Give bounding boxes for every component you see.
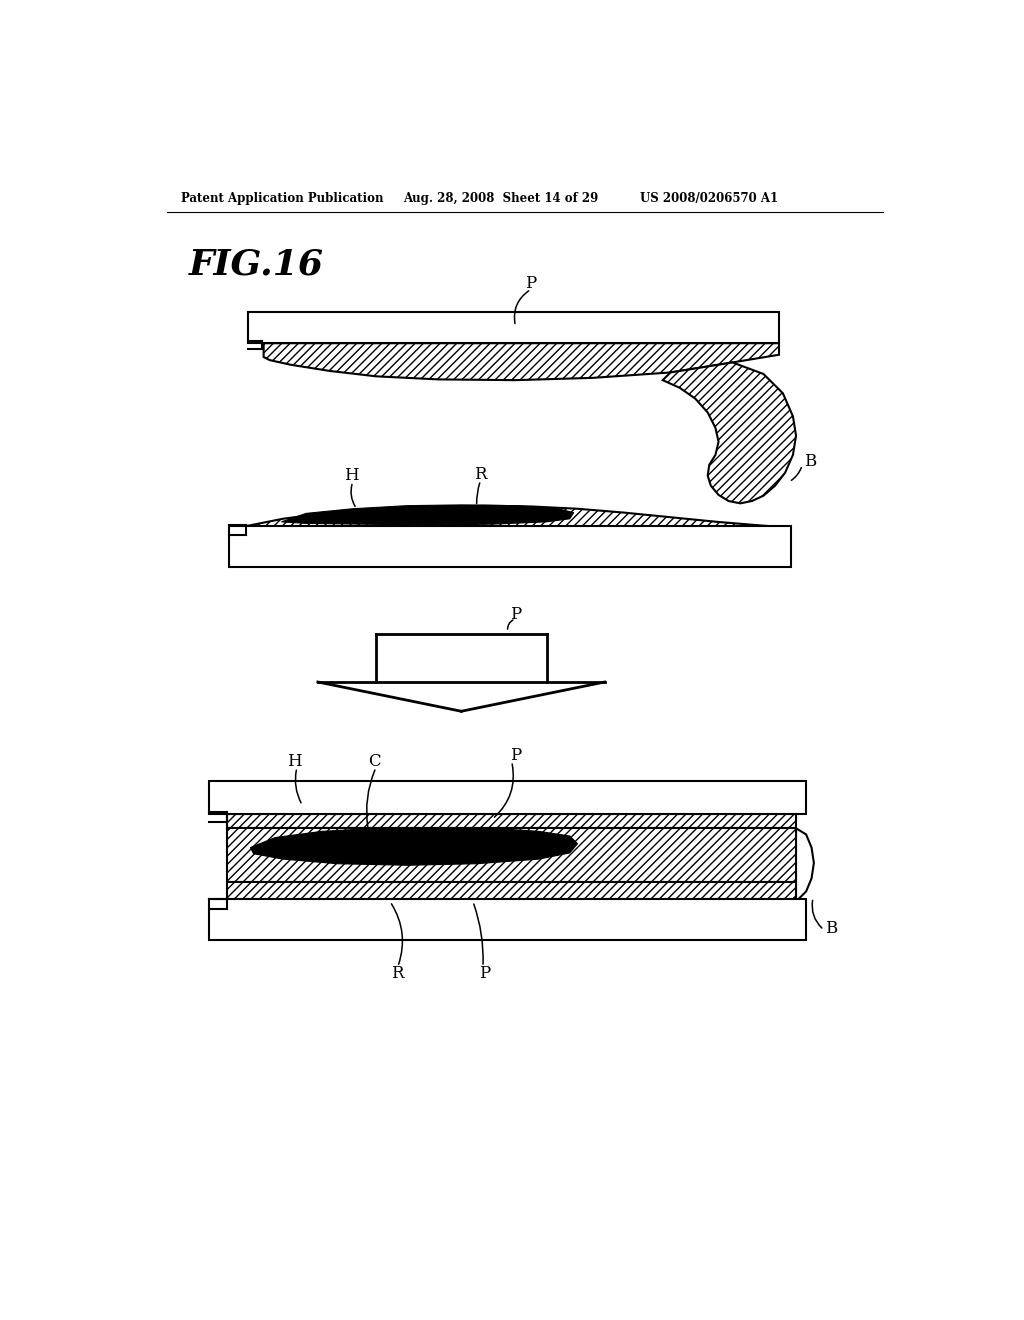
FancyArrowPatch shape — [474, 904, 483, 964]
FancyArrowPatch shape — [792, 467, 802, 480]
Bar — [228, 527, 791, 566]
Polygon shape — [282, 506, 573, 525]
FancyArrowPatch shape — [495, 764, 513, 817]
Text: P: P — [525, 276, 537, 293]
Polygon shape — [227, 882, 796, 899]
Text: R: R — [474, 466, 486, 483]
Polygon shape — [227, 814, 796, 829]
Polygon shape — [263, 343, 779, 380]
Text: B: B — [825, 920, 838, 937]
Text: R: R — [391, 965, 403, 982]
FancyArrowPatch shape — [476, 483, 479, 504]
FancyArrowPatch shape — [351, 484, 355, 507]
Text: Aug. 28, 2008  Sheet 14 of 29: Aug. 28, 2008 Sheet 14 of 29 — [403, 191, 598, 205]
Polygon shape — [245, 506, 785, 527]
Text: FIG.16: FIG.16 — [188, 248, 324, 281]
Polygon shape — [663, 363, 796, 503]
Polygon shape — [227, 829, 796, 882]
Text: H: H — [288, 752, 302, 770]
Text: C: C — [369, 752, 381, 770]
Bar — [209, 780, 806, 814]
FancyArrowPatch shape — [812, 900, 822, 928]
Text: P: P — [479, 965, 490, 982]
Text: Patent Application Publication: Patent Application Publication — [180, 191, 383, 205]
FancyArrowPatch shape — [295, 770, 301, 803]
FancyArrowPatch shape — [367, 770, 375, 828]
Text: P: P — [510, 606, 521, 623]
Text: H: H — [344, 467, 358, 484]
Text: B: B — [804, 453, 816, 470]
Text: P: P — [510, 747, 521, 764]
FancyArrowPatch shape — [391, 904, 402, 965]
Bar — [248, 313, 779, 343]
FancyArrowPatch shape — [508, 620, 513, 630]
Polygon shape — [251, 828, 578, 866]
Bar — [209, 899, 806, 940]
Polygon shape — [796, 829, 814, 899]
FancyArrowPatch shape — [514, 290, 528, 323]
Text: US 2008/0206570 A1: US 2008/0206570 A1 — [640, 191, 777, 205]
